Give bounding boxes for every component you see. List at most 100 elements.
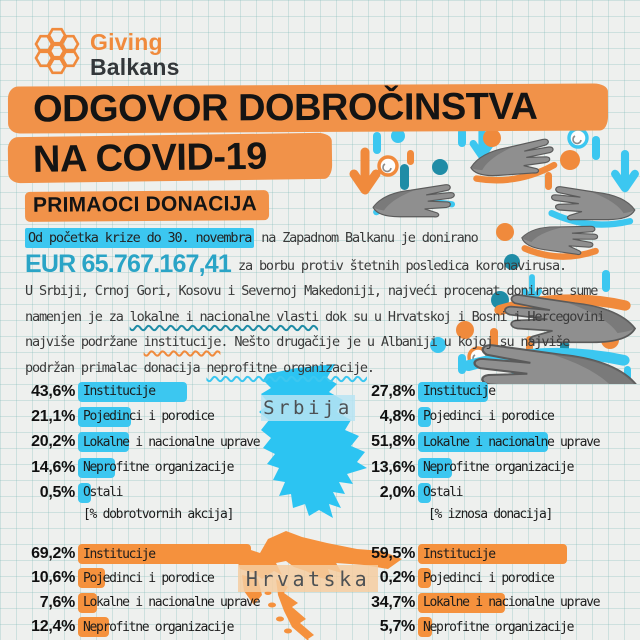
serbia-amounts-stats: 27,8% Institucije 4,8% Pojedinci i porodice… [370,379,601,523]
stat-bar [78,457,115,478]
stat-bar [418,432,548,453]
stat-percent: 5,7% [379,618,416,636]
stat-percent: 69,2% [31,545,75,563]
section-heading: PRIMAOCI DONACIJA [24,190,270,222]
stat-label: Ostali [78,482,123,503]
intro-line-2: EUR 65.767.167,41 za borbu protiv štetnih… [25,251,625,280]
stat-label: Lokalne i nacionalne uprave [78,592,261,613]
stat-label-text: Ostali [423,485,463,501]
stat-label-text: Pojedinci i porodice [423,570,555,586]
intro-highlight: Od početka krize do 30. novembra [25,228,255,248]
stat-row: 13,6% Neprofitne organizacije [370,455,599,480]
croatia-actions-stats: 69,2% Institucije 10,6% Pojedinci i porodic… [25,542,261,639]
intro-line-4: namenjen je za lokalne i nacionalne vlas… [25,305,625,331]
stats-caption: [% dobrotvornih akcija] [83,507,234,523]
stat-row: 69,2% Institucije [25,542,259,566]
stat-bar [418,544,567,565]
stat-label: Lokalne i nacionalne uprave [78,432,261,453]
stat-row: 7,6% Lokalne i nacionalne uprave [25,591,261,615]
intro-line-5: najviše podržane institucije. Nešto drug… [25,330,625,356]
stat-bar [78,381,187,402]
stat-bar [78,568,105,589]
stat-bar [78,617,109,638]
stat-bar [78,592,97,613]
stat-row: 59,5% Institucije [370,542,599,566]
keyword-institutions: institucije [143,334,222,350]
intro-line-6-post: . [366,359,375,376]
brand-logo: Giving Balkans [33,26,180,82]
stat-label-text: Neprofitne organizacije [83,460,234,476]
stats-caption: [% iznosa donacija] [428,507,553,523]
stat-label-text: Neprofitne organizacije [423,619,574,635]
stat-bar [418,617,432,638]
brand-name-line1: Giving [90,29,163,55]
stat-label: Pojedinci i porodice [418,568,555,589]
stat-row: 10,6% Pojedinci i porodice [25,566,259,590]
intro-line-6: podržan primalac donacija neprofitne org… [25,356,625,382]
stat-label: Pojedinci i porodice [78,406,215,427]
stat-row: 4,8% Pojedinci i porodice [370,404,599,429]
stat-row: 21,1% Pojedinci i porodice [25,404,259,429]
stat-percent: 51,8% [371,433,415,451]
title-band-2: NA COVID-19 [7,132,333,184]
stat-percent: 43,6% [31,382,75,400]
title-line1: ODGOVOR DOBROČINSTVA [32,85,538,131]
stat-row: 14,6% Neprofitne organizacije [25,455,259,480]
stat-label-text: Neprofitne organizacije [423,460,574,476]
intro-paragraph: Od početka krize do 30. novembra na Zapa… [25,226,625,381]
stat-percent: 34,7% [371,593,415,611]
brand-name: Giving Balkans [90,30,180,80]
stat-row: 20,2% Lokalne i nacionalne uprave [25,430,261,455]
stat-label-text: Lokalne i nacionalne uprave [83,434,261,450]
stat-label: Institucije [418,544,567,565]
stat-label-text: Ostali [83,485,123,501]
stat-label-text: Institucije [423,384,496,400]
stat-label-text: Neprofitne organizacije [83,619,234,635]
stat-row: 27,8% Institucije [370,379,599,404]
serbia-map-label: Srbija [261,395,355,421]
stat-label-text: Lokalne i nacionalne uprave [423,434,601,450]
intro-line-1: Od početka krize do 30. novembra na Zapa… [25,226,625,252]
intro-line-1-rest: na Zapadnom Balkanu je donirano [254,230,478,246]
stat-bar [418,381,488,402]
stat-bar [78,406,131,427]
stat-label-text: Pojedinci i porodice [423,409,555,425]
stat-percent: 7,6% [39,593,76,611]
intro-line-4-pre: namenjen je za [25,308,130,325]
stat-row: 51,8% Lokalne i nacionalne uprave [370,430,601,455]
stat-label: Pojedinci i porodice [78,568,215,589]
stat-percent: 27,8% [371,382,415,400]
giving-hand-icon [372,138,637,384]
stat-label: Neprofitne organizacije [78,617,234,638]
stat-label: Institucije [418,381,496,402]
giving-balkans-hexflower-icon [34,27,80,75]
stat-row: 43,6% Institucije [25,379,259,404]
stat-label: Institucije [78,544,251,565]
stat-percent: 14,6% [31,458,75,476]
intro-line-6-pre: podržan primalac donacija [25,359,207,376]
stat-row: 5,7% Neprofitne organizacije [370,615,599,639]
stat-percent: 12,4% [31,618,75,636]
intro-line-4-post: dok su u Hrvatskoj i Bosni i Hercegovini [318,308,605,325]
stat-label-text: Institucije [83,384,156,400]
serbia-actions-stats: 43,6% Institucije 21,1% Pojedinci i porodic… [25,379,261,523]
croatia-amounts-stats: 59,5% Institucije 0,2% Pojedinci i porodice… [370,542,601,639]
intro-line-5-post: . Nešto drugačije je u Albaniji u kojoj … [220,334,570,350]
stat-label-text: Lokalne i nacionalne uprave [83,595,261,611]
stat-label: Lokalne i nacionalne uprave [418,432,601,453]
stat-percent: 0,5% [39,483,76,501]
stat-label-text: Pojedinci i porodice [83,570,215,586]
stat-label: Lokalne i nacionalne uprave [418,592,601,613]
stat-bar [78,432,129,453]
stat-label: Neprofitne organizacije [418,457,574,478]
stat-bar [418,592,505,613]
stat-label: Neprofitne organizacije [78,457,234,478]
title-line2: NA COVID-19 [32,135,268,181]
stat-label-text: Lokalne i nacionalne uprave [423,595,601,611]
stat-bar [418,568,431,589]
stat-percent: 4,8% [379,407,416,425]
brand-name-line2: Balkans [90,54,180,80]
title-band-1: ODGOVOR DOBROČINSTVA [7,83,609,134]
stat-bar [78,544,251,565]
